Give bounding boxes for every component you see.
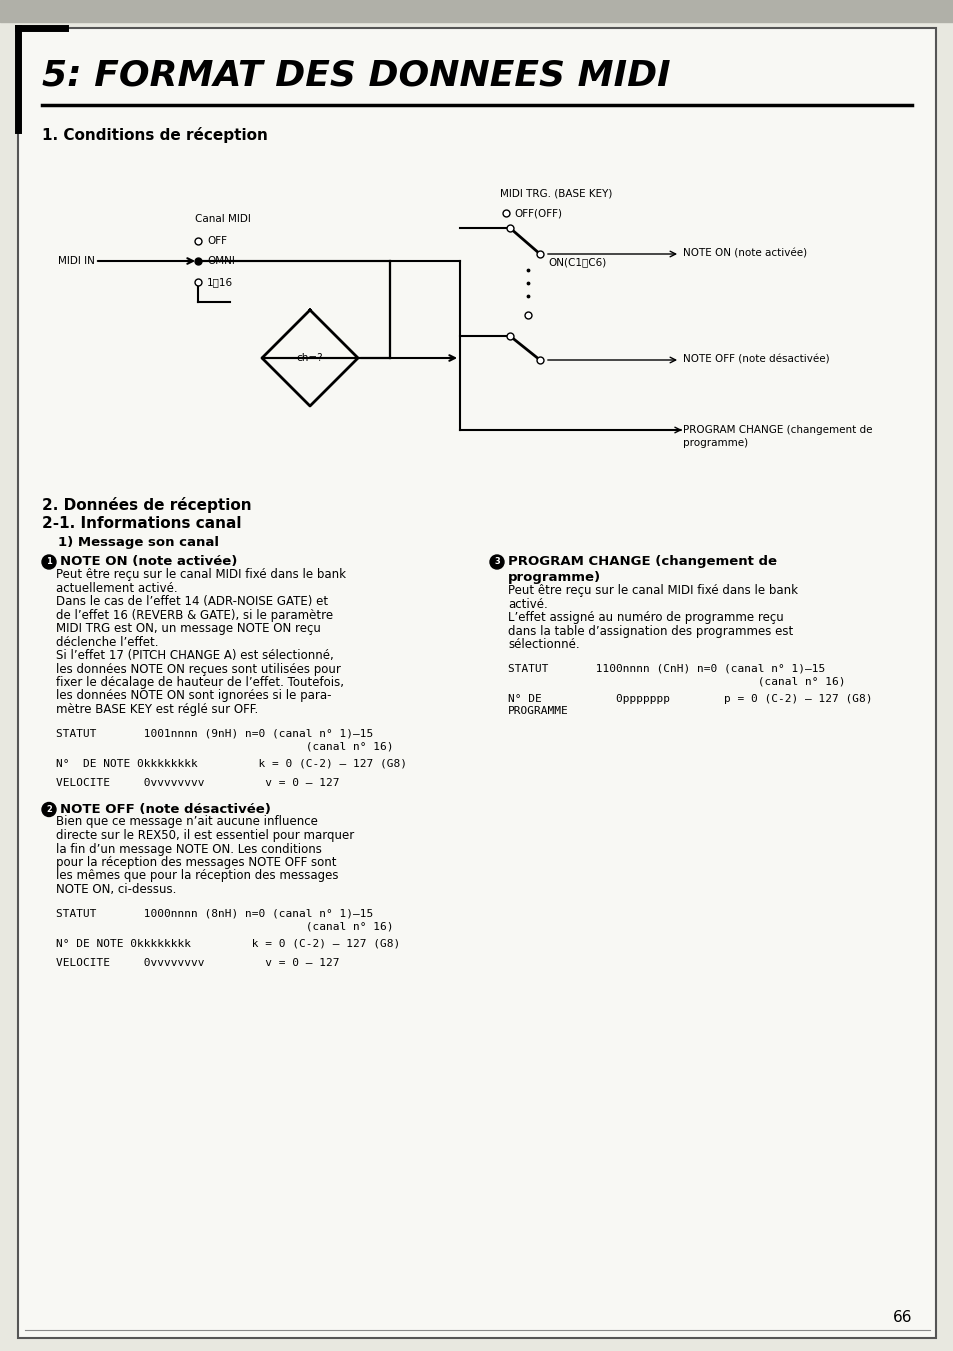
Text: NOTE OFF (note désactivée): NOTE OFF (note désactivée) — [682, 355, 829, 365]
Text: directe sur le REX50, il est essentiel pour marquer: directe sur le REX50, il est essentiel p… — [56, 830, 354, 842]
Text: Dans le cas de l’effet 14 (ADR-NOISE GATE) et: Dans le cas de l’effet 14 (ADR-NOISE GAT… — [56, 594, 328, 608]
Text: STATUT       1001nnnn (9nH) n=0 (canal n° 1)–15: STATUT 1001nnnn (9nH) n=0 (canal n° 1)–1… — [56, 728, 373, 739]
Bar — [0, 0, 953, 22]
Text: MIDI IN: MIDI IN — [58, 255, 95, 266]
Text: les mêmes que pour la réception des messages: les mêmes que pour la réception des mess… — [56, 870, 338, 882]
Text: 1. Conditions de réception: 1. Conditions de réception — [42, 127, 268, 143]
Text: les données NOTE ON reçues sont utilisées pour: les données NOTE ON reçues sont utilisée… — [56, 662, 340, 676]
Text: (canal n° 16): (canal n° 16) — [507, 677, 844, 686]
Circle shape — [490, 555, 503, 569]
Text: dans la table d’assignation des programmes est: dans la table d’assignation des programm… — [507, 624, 792, 638]
Text: (canal n° 16): (canal n° 16) — [56, 921, 393, 931]
Text: 1～16: 1～16 — [207, 277, 233, 286]
Text: N° DE NOTE 0kkkkkkkk         k = 0 (C-2) – 127 (G8): N° DE NOTE 0kkkkkkkk k = 0 (C-2) – 127 (… — [56, 939, 400, 948]
Text: 5: FORMAT DES DONNEES MIDI: 5: FORMAT DES DONNEES MIDI — [42, 58, 670, 92]
Text: NOTE OFF (note désactivée): NOTE OFF (note désactivée) — [60, 802, 271, 816]
Text: STATUT       1100nnnn (CnH) n=0 (canal n° 1)–15: STATUT 1100nnnn (CnH) n=0 (canal n° 1)–1… — [507, 663, 824, 674]
Text: programme): programme) — [507, 570, 600, 584]
Text: 2-1. Informations canal: 2-1. Informations canal — [42, 516, 241, 531]
Text: OMNI: OMNI — [207, 255, 234, 266]
Text: les données NOTE ON sont ignorées si le para-: les données NOTE ON sont ignorées si le … — [56, 689, 331, 703]
Text: Peut être reçu sur le canal MIDI fixé dans le bank: Peut être reçu sur le canal MIDI fixé da… — [507, 584, 797, 597]
Text: L’effet assigné au numéro de programme reçu: L’effet assigné au numéro de programme r… — [507, 611, 783, 624]
Text: VELOCITE     0vvvvvvvv         v = 0 – 127: VELOCITE 0vvvvvvvv v = 0 – 127 — [56, 958, 339, 969]
Text: OFF(OFF): OFF(OFF) — [514, 208, 561, 218]
Text: Peut être reçu sur le canal MIDI fixé dans le bank: Peut être reçu sur le canal MIDI fixé da… — [56, 567, 346, 581]
Text: PROGRAMME: PROGRAMME — [507, 707, 568, 716]
Text: PROGRAM CHANGE (changement de: PROGRAM CHANGE (changement de — [507, 555, 776, 569]
Text: la fin d’un message NOTE ON. Les conditions: la fin d’un message NOTE ON. Les conditi… — [56, 843, 321, 855]
Text: actuellement activé.: actuellement activé. — [56, 581, 177, 594]
Text: N° DE           0ppppppp        p = 0 (C-2) – 127 (G8): N° DE 0ppppppp p = 0 (C-2) – 127 (G8) — [507, 693, 872, 704]
Text: mètre BASE KEY est réglé sur OFF.: mètre BASE KEY est réglé sur OFF. — [56, 703, 258, 716]
Text: programme): programme) — [682, 438, 747, 449]
Text: ch=?: ch=? — [296, 353, 323, 363]
Text: (canal n° 16): (canal n° 16) — [56, 742, 393, 751]
Text: de l’effet 16 (REVERB & GATE), si le paramètre: de l’effet 16 (REVERB & GATE), si le par… — [56, 608, 333, 621]
Text: VELOCITE     0vvvvvvvv         v = 0 – 127: VELOCITE 0vvvvvvvv v = 0 – 127 — [56, 778, 339, 789]
Text: activé.: activé. — [507, 597, 547, 611]
Text: NOTE ON (note activée): NOTE ON (note activée) — [682, 249, 806, 259]
Text: 66: 66 — [892, 1310, 911, 1325]
Text: sélectionné.: sélectionné. — [507, 638, 579, 651]
Text: STATUT       1000nnnn (8nH) n=0 (canal n° 1)–15: STATUT 1000nnnn (8nH) n=0 (canal n° 1)–1… — [56, 908, 373, 919]
Text: Canal MIDI: Canal MIDI — [194, 213, 251, 224]
Text: 2: 2 — [46, 805, 51, 815]
Text: déclenche l’effet.: déclenche l’effet. — [56, 635, 158, 648]
Text: PROGRAM CHANGE (changement de: PROGRAM CHANGE (changement de — [682, 426, 872, 435]
Circle shape — [42, 802, 56, 816]
Text: OFF: OFF — [207, 236, 227, 246]
Text: Si l’effet 17 (PITCH CHANGE A) est sélectionné,: Si l’effet 17 (PITCH CHANGE A) est sélec… — [56, 648, 334, 662]
Text: 2. Données de réception: 2. Données de réception — [42, 497, 252, 513]
Text: NOTE ON, ci-dessus.: NOTE ON, ci-dessus. — [56, 884, 176, 896]
Text: MIDI TRG. (BASE KEY): MIDI TRG. (BASE KEY) — [499, 189, 612, 199]
Text: fixer le décalage de hauteur de l’effet. Toutefois,: fixer le décalage de hauteur de l’effet.… — [56, 676, 344, 689]
Text: 3: 3 — [494, 558, 499, 566]
Circle shape — [42, 555, 56, 569]
Text: MIDI TRG est ON, un message NOTE ON reçu: MIDI TRG est ON, un message NOTE ON reçu — [56, 621, 320, 635]
Text: N°  DE NOTE 0kkkkkkkk         k = 0 (C-2) – 127 (G8): N° DE NOTE 0kkkkkkkk k = 0 (C-2) – 127 (… — [56, 758, 407, 769]
Text: 1: 1 — [46, 558, 51, 566]
Text: Bien que ce message n’ait aucune influence: Bien que ce message n’ait aucune influen… — [56, 816, 317, 828]
Text: NOTE ON (note activée): NOTE ON (note activée) — [60, 555, 237, 569]
Text: ON(C1～C6): ON(C1～C6) — [547, 257, 605, 267]
Text: pour la réception des messages NOTE OFF sont: pour la réception des messages NOTE OFF … — [56, 857, 336, 869]
Text: 1) Message son canal: 1) Message son canal — [58, 536, 219, 549]
